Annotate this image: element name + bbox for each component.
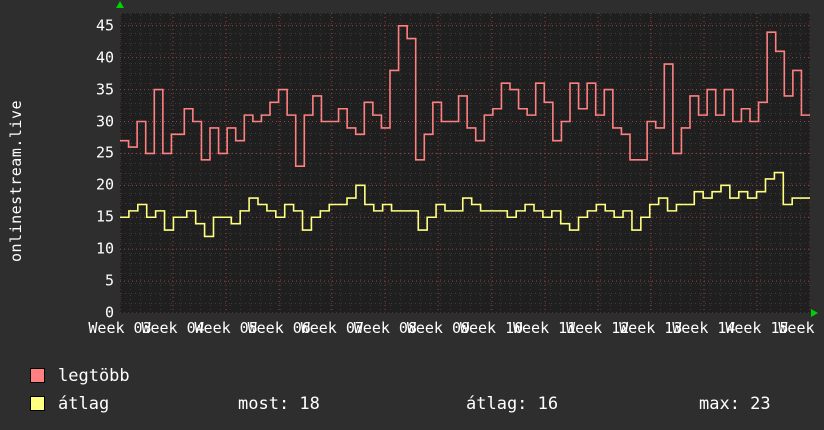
x-tick-label: Week 09 xyxy=(406,319,471,337)
x-tick-label: Week 15 xyxy=(725,319,789,337)
stat-most: most: 18 xyxy=(238,394,320,414)
y-tick-label: 25 xyxy=(95,143,114,162)
y-axis-ticks: 0 5 10 15 20 25 30 35 40 45 xyxy=(58,0,114,330)
x-tick-label: Week 12 xyxy=(566,319,630,337)
x-axis-ticks: Week 03 Week 04 Week 05 Week 06 Week 07 Week … xyxy=(0,318,824,340)
series-line-legtöbb xyxy=(120,24,810,167)
y-tick-label: 35 xyxy=(95,80,114,99)
stat-max: max: 23 xyxy=(699,394,771,414)
chart-svg xyxy=(120,13,810,313)
legend: legtöbb átlag most: 18 átlag: 16 max: 23 xyxy=(0,360,824,422)
legend-label-atlag: átlag xyxy=(58,394,110,414)
y-tick-label: 5 xyxy=(104,271,114,290)
y-axis-arrow-icon xyxy=(116,1,124,8)
y-tick-label: 15 xyxy=(95,207,114,226)
legend-swatch-legtobb xyxy=(30,368,45,383)
y-tick-label: 0 xyxy=(104,303,114,322)
x-axis-arrow-icon xyxy=(811,309,818,317)
x-tick-label: Week 10 xyxy=(459,319,524,337)
series-paths xyxy=(120,24,810,238)
x-tick-label: Week 06 xyxy=(247,319,311,337)
x-tick-label: Week 04 xyxy=(141,319,205,337)
x-tick-label: Week 13 xyxy=(619,319,683,337)
x-tick-label: Week 16 xyxy=(778,319,824,337)
x-tick-label: Week 03 xyxy=(88,319,152,337)
major-gridlines xyxy=(120,13,810,313)
stat-average: átlag: 16 xyxy=(466,394,559,414)
y-tick-label: 30 xyxy=(95,112,114,130)
x-tick-label: Week 14 xyxy=(672,319,736,337)
legend-row-legtobb: legtöbb xyxy=(0,363,824,389)
y-tick-label: 20 xyxy=(95,175,114,194)
y-tick-label: 10 xyxy=(95,239,114,258)
y-tick-label: 40 xyxy=(95,48,114,67)
x-tick-label: Week 05 xyxy=(194,319,258,337)
x-tick-label: Week 11 xyxy=(513,319,577,337)
series-line-átlag xyxy=(120,171,810,238)
minor-gridlines xyxy=(120,13,810,313)
legend-label-legtobb: legtöbb xyxy=(58,366,130,386)
legend-swatch-atlag xyxy=(30,396,45,411)
x-tick-label: Week 08 xyxy=(353,319,417,337)
y-axis-title: onlinestream.live xyxy=(7,99,25,263)
y-tick-label: 45 xyxy=(95,16,114,35)
legend-row-atlag: átlag most: 18 átlag: 16 max: 23 xyxy=(0,391,824,417)
x-tick-label: Week 07 xyxy=(300,319,364,337)
plot-area xyxy=(120,13,810,313)
